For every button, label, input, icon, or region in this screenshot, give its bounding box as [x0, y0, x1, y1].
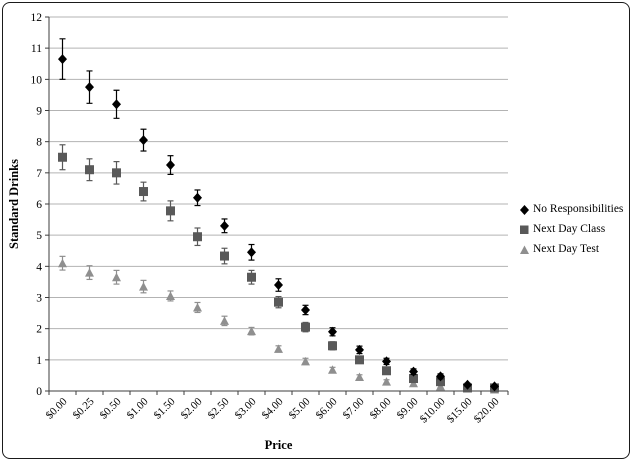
- data-point: [193, 192, 202, 203]
- legend-label: Next Day Test: [533, 243, 600, 255]
- x-tick-label: $10.00: [418, 395, 448, 425]
- data-point: [409, 366, 418, 377]
- data-point: [436, 371, 445, 382]
- x-tick-label: $4.00: [260, 395, 286, 421]
- y-tick-label: 1: [36, 355, 42, 367]
- y-axis-title: Standard Drinks: [7, 159, 21, 249]
- data-point: [220, 316, 229, 325]
- data-point: [166, 160, 175, 171]
- x-tick-label: $2.50: [206, 395, 232, 421]
- data-point: [85, 82, 94, 93]
- square-marker-icon: [518, 223, 531, 236]
- data-point: [58, 258, 67, 268]
- data-point: [328, 326, 337, 337]
- y-tick-label: 10: [31, 74, 43, 86]
- data-point: [247, 272, 256, 282]
- x-tick-label: $1.50: [152, 395, 178, 421]
- data-point: [328, 365, 337, 374]
- y-tick-label: 5: [36, 230, 42, 242]
- diamond-marker-icon: [518, 203, 531, 216]
- y-tick-label: 11: [31, 43, 42, 55]
- x-tick-label: $8.00: [368, 395, 394, 421]
- data-point: [247, 326, 256, 336]
- data-point: [409, 374, 418, 384]
- diamond-glyph: [520, 205, 529, 215]
- data-point: [220, 251, 229, 261]
- data-point: [139, 135, 148, 146]
- x-tick-label: $2.00: [179, 395, 205, 421]
- data-point: [112, 272, 121, 282]
- data-point: [382, 366, 391, 376]
- data-point: [112, 99, 121, 110]
- data-point: [382, 356, 391, 367]
- data-point: [112, 168, 121, 178]
- x-tick-label: $6.00: [314, 395, 340, 421]
- y-tick-label: 7: [36, 168, 42, 180]
- x-tick-label: $7.00: [341, 395, 367, 421]
- x-tick-label: $15.00: [445, 395, 475, 425]
- triangle-marker-icon: [518, 243, 531, 256]
- legend-label: Next Day Class: [533, 223, 606, 235]
- y-tick-label: 12: [31, 12, 43, 24]
- data-point: [166, 206, 175, 216]
- data-point: [58, 152, 67, 162]
- data-point: [301, 322, 310, 332]
- data-point: [193, 232, 202, 242]
- data-point: [274, 297, 283, 307]
- data-point: [328, 341, 337, 351]
- data-point: [490, 381, 499, 392]
- series-diamond: [58, 38, 499, 392]
- data-point: [220, 220, 229, 231]
- data-point: [274, 280, 283, 291]
- data-point: [193, 302, 202, 312]
- x-tick-label: $0.50: [98, 395, 124, 421]
- x-tick-label: $0.00: [44, 395, 70, 421]
- square-glyph: [520, 225, 529, 234]
- data-point: [58, 54, 67, 65]
- y-tick-label: 2: [36, 324, 42, 336]
- x-tick-label: $20.00: [472, 395, 502, 425]
- x-tick-label: $1.00: [125, 395, 151, 421]
- data-point: [436, 377, 445, 387]
- legend-item-no-responsibilities: No Responsibilities: [518, 203, 623, 216]
- data-point: [247, 247, 256, 258]
- series-triangle: [58, 255, 499, 394]
- data-point: [382, 377, 391, 386]
- series-square: [58, 144, 499, 393]
- data-point: [301, 356, 310, 366]
- data-point: [301, 304, 310, 315]
- data-point: [85, 165, 94, 175]
- data-point: [463, 379, 472, 390]
- data-point: [139, 282, 148, 291]
- data-point: [355, 355, 364, 365]
- y-tick-label: 8: [36, 137, 42, 149]
- x-tick-label: $0.25: [71, 395, 97, 421]
- y-tick-label: 3: [36, 293, 42, 305]
- triangle-glyph: [520, 245, 529, 254]
- data-point: [355, 344, 364, 355]
- y-tick-label: 4: [36, 261, 42, 273]
- data-point: [139, 187, 148, 197]
- legend-item-next-day-class: Next Day Class: [518, 223, 623, 236]
- y-tick-label: 6: [36, 199, 42, 211]
- data-point: [274, 344, 283, 353]
- y-tick-label: 0: [36, 386, 42, 398]
- legend-label: No Responsibilities: [533, 203, 624, 215]
- x-tick-label: $3.00: [233, 395, 259, 421]
- data-point: [85, 268, 94, 277]
- legend: No Responsibilities Next Day Class Next …: [518, 203, 623, 256]
- x-axis-title: Price: [265, 438, 293, 452]
- data-point: [166, 291, 175, 300]
- x-tick-label: $5.00: [287, 395, 313, 421]
- y-tick-label: 9: [36, 106, 42, 118]
- legend-item-next-day-test: Next Day Test: [518, 243, 623, 256]
- data-point: [355, 372, 364, 381]
